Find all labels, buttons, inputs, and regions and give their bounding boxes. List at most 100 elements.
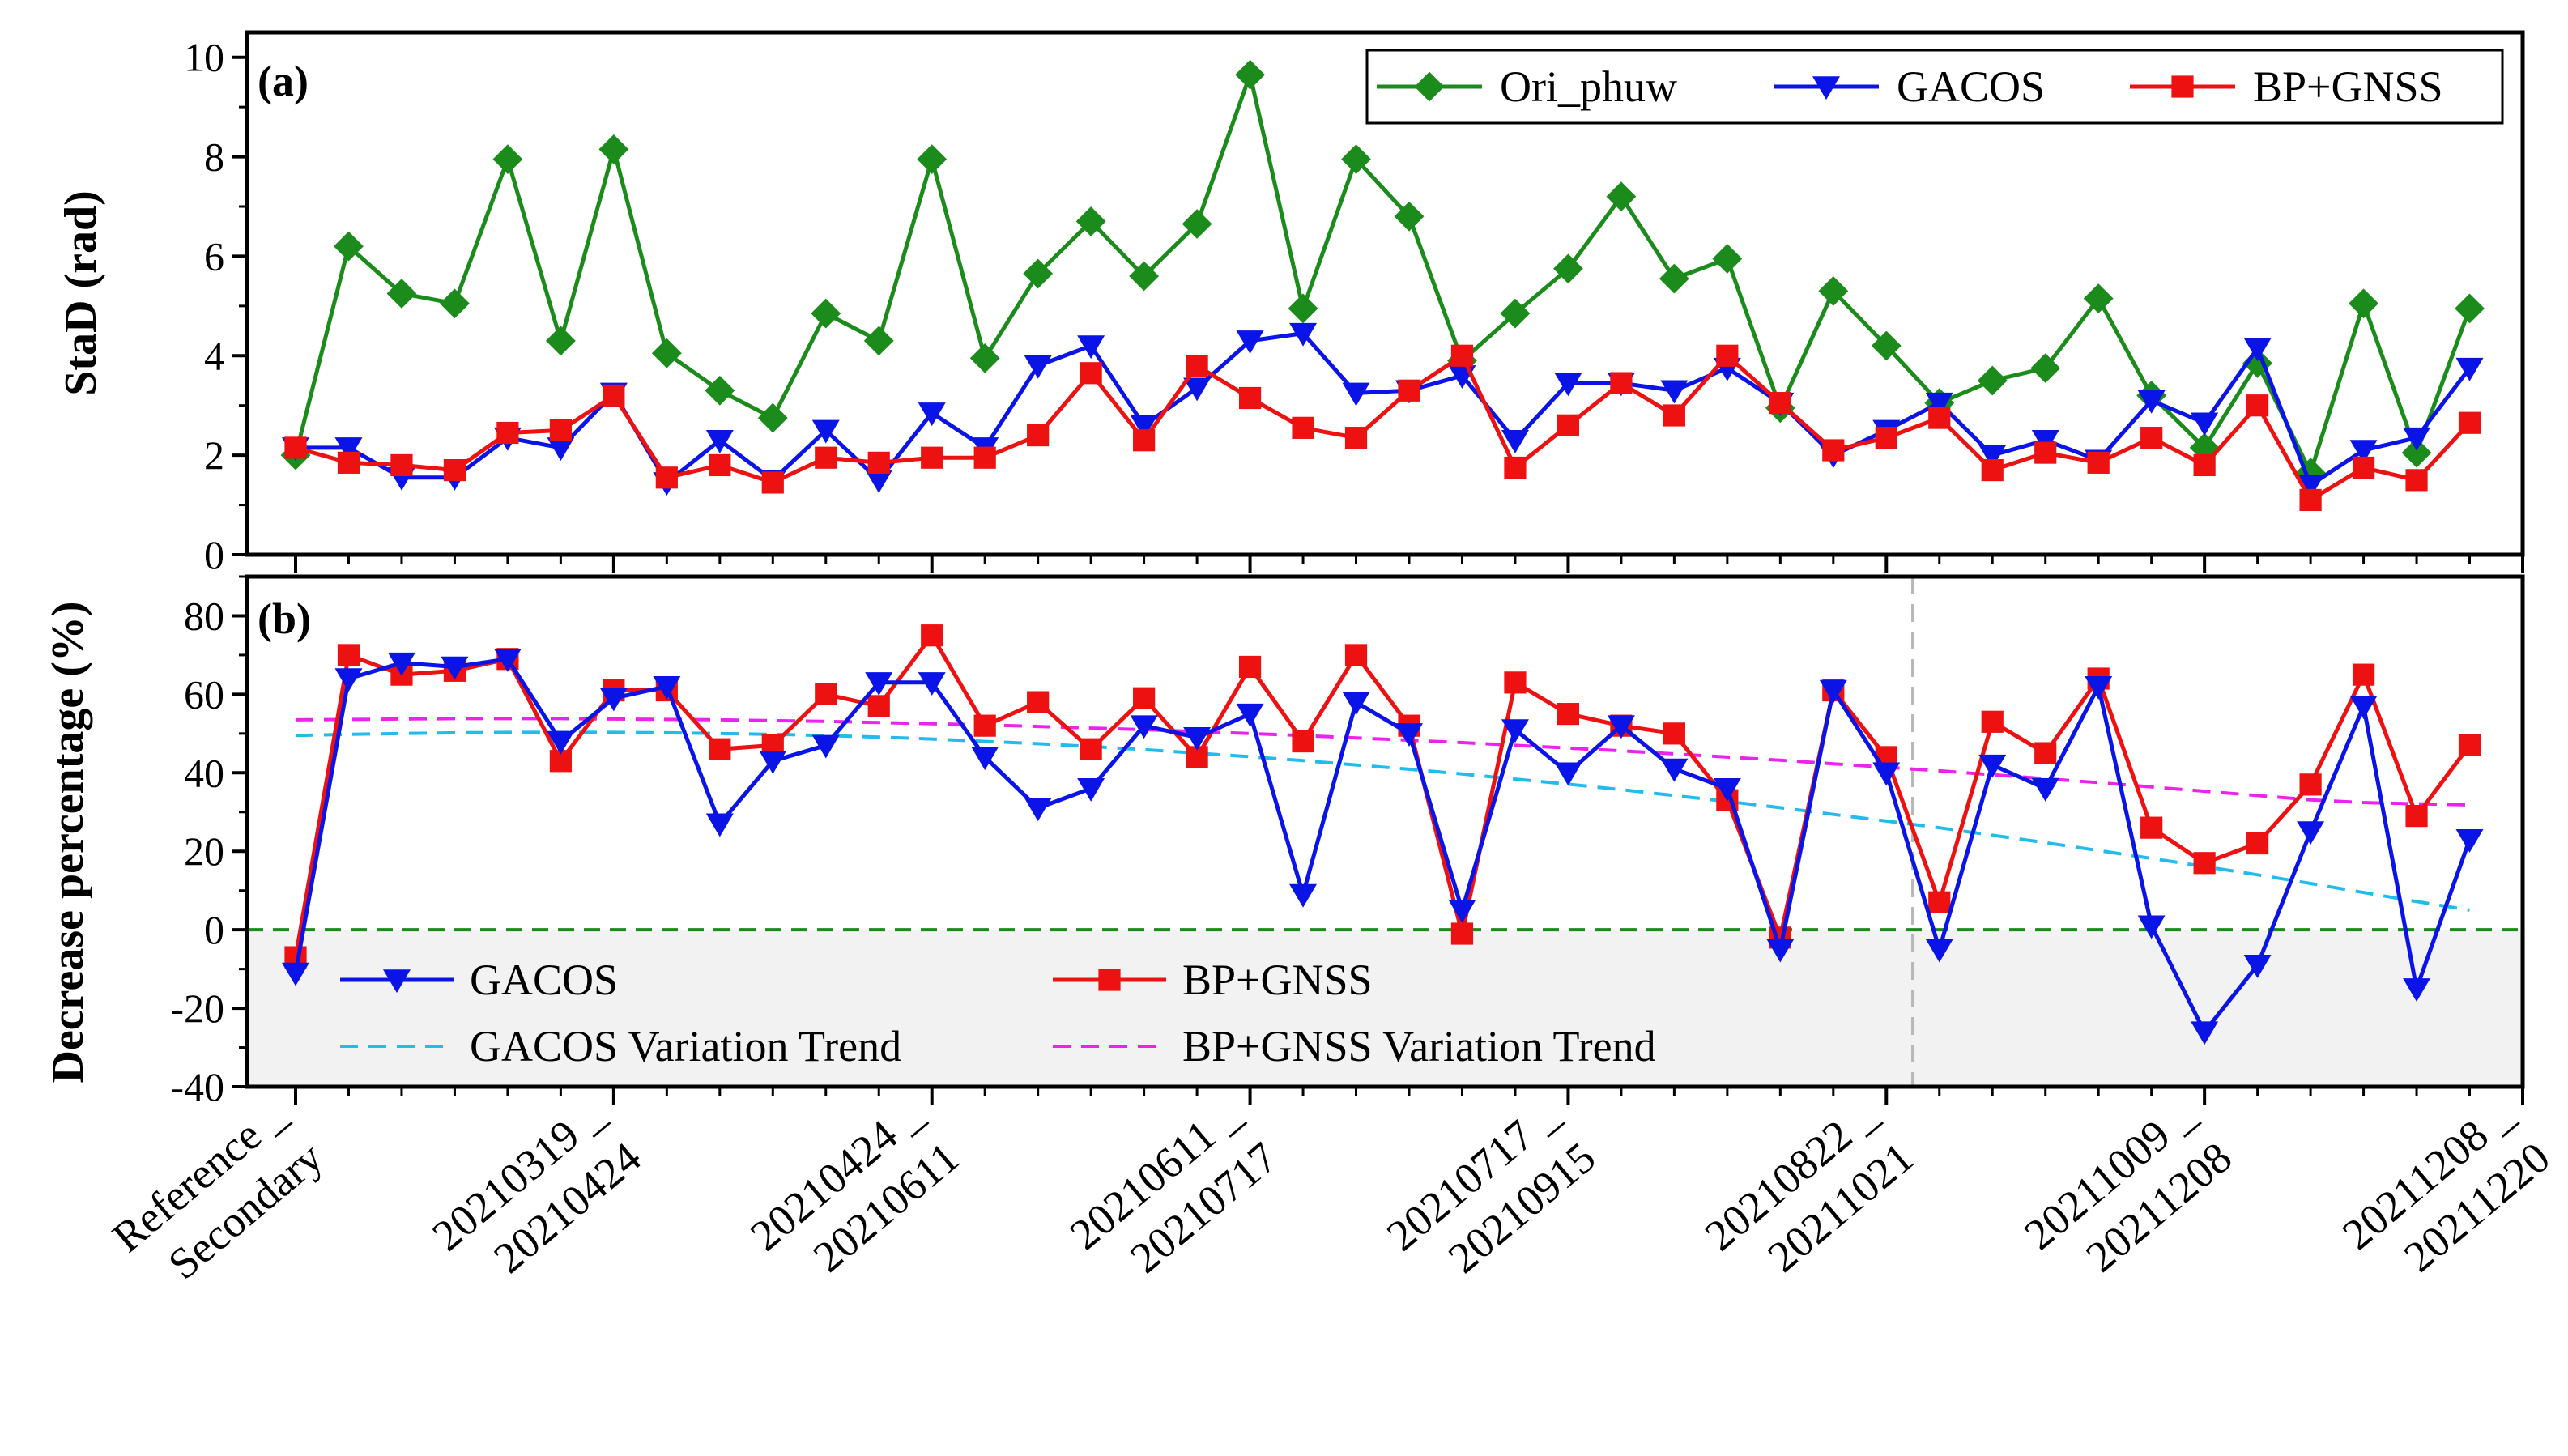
a-ori-phuw-point [969, 343, 1000, 373]
a-bp-gnss-point [2193, 453, 2216, 477]
a-ori-phuw-point [386, 279, 417, 309]
a-ori-phuw-point [705, 375, 735, 406]
a-bp-gnss-point [761, 471, 784, 494]
b-bp-gnss-point [1344, 644, 1368, 666]
a-bp-gnss-point [603, 384, 625, 407]
x-label-group: 20210717 _20210915 [1378, 1089, 1604, 1283]
legend-b-bp-gnss-variation-trend-label: BP+GNSS Variation Trend [1182, 1022, 1656, 1071]
a-ori-phuw-point [440, 288, 470, 319]
b-bp-gnss-point [1080, 738, 1102, 760]
b-gacos-point [705, 813, 734, 837]
a-bp-gnss-point [390, 453, 413, 477]
b-bp-gnss-point [921, 624, 943, 647]
b-gacos-point [1872, 762, 1901, 786]
b-gacos-point [2137, 915, 2166, 939]
b-bp-gnss-point [2458, 734, 2481, 756]
b-bp-gnss-point [1928, 891, 1951, 913]
a-bp-gnss-point [709, 453, 731, 477]
a-ori-phuw-point [1394, 201, 1425, 232]
a-gacos-point [705, 429, 734, 453]
a-bp-gnss-point [1875, 427, 1897, 449]
b-gacos-point [2191, 1021, 2219, 1045]
b-bp-gnss-point [2405, 805, 2428, 828]
a-tick-label: 0 [204, 532, 224, 577]
a-bp-gnss-point [2405, 469, 2428, 492]
a-ori-phuw-point [598, 134, 629, 164]
panel-a: 0 2 4 6 8 10 (a) StaD (rad) Ori_phuw GACOS BP+G… [56, 30, 2525, 577]
x-label-group: 20210424 _20210611 [741, 1089, 968, 1282]
a-gacos-point [1554, 373, 1582, 397]
b-tick-label: 0 [204, 907, 224, 952]
a-ori-phuw-point [492, 144, 523, 175]
legend-b-gacos-variation-trend-label: GACOS Variation Trend [470, 1022, 901, 1071]
a-bp-gnss-point [2352, 456, 2375, 479]
b-bp-gnss-point [1450, 922, 1474, 945]
b-gacos-point [653, 675, 681, 700]
b-gacos-point [918, 672, 946, 696]
b-bp-gnss-point [1238, 655, 1262, 679]
b-bp-gnss-point [1504, 671, 1527, 694]
a-bp-gnss-point [2246, 394, 2269, 417]
negative-region-shade [247, 930, 2523, 1087]
b-gacos-point [1236, 703, 1264, 727]
a-ori-phuw-point [1288, 293, 1318, 324]
a-bp-gnss-point [1450, 344, 1474, 367]
b-gacos-point [1183, 726, 1212, 751]
a-ori-phuw-point [1606, 181, 1637, 212]
a-bp-gnss-point [337, 451, 360, 474]
b-bp-gnss-point [337, 644, 360, 666]
b-gacos-point [1819, 679, 1847, 704]
a-bp-gnss-point [1027, 424, 1050, 447]
b-gacos-point [2455, 828, 2484, 853]
b-bp-gnss-point [867, 695, 890, 717]
a-ori-phuw-point [1659, 263, 1689, 294]
b-gacos-point [971, 747, 999, 771]
b-gacos-point [387, 652, 415, 676]
b-bp-gnss-point [1027, 691, 1050, 713]
b-gacos-point [865, 672, 893, 696]
a-bp-gnss-point [1133, 429, 1156, 452]
b-gacos-point [1077, 777, 1105, 802]
b-gacos-variation-trend-line [295, 730, 2470, 912]
a-ori-phuw-point [1075, 206, 1106, 236]
a-ori-phuw-point [334, 231, 364, 262]
panel-a-legend: Ori_phuw GACOS BP+GNSS [1365, 49, 2504, 125]
a-bp-gnss-point [1238, 386, 1262, 410]
legend-a-ori-phuw-marker [1414, 71, 1445, 102]
a-bp-gnss-point [1080, 362, 1102, 385]
a-gacos-point [1236, 330, 1264, 355]
a-ori-phuw-point [2083, 283, 2114, 314]
a-ori-phuw-point [1341, 144, 1371, 175]
a-bp-gnss-point [2087, 451, 2110, 474]
a-tick-label: 8 [204, 134, 224, 180]
a-tick-label: 4 [204, 333, 224, 378]
a-ori-phuw-point [757, 402, 788, 433]
b-gacos-point [547, 730, 575, 755]
a-bp-gnss-point [1186, 354, 1208, 377]
b-gacos-point [2085, 675, 2113, 700]
b-gacos-point [2349, 696, 2378, 720]
b-gacos-point [1925, 939, 1953, 963]
a-bp-gnss-point [973, 446, 996, 469]
a-gacos-point [1289, 322, 1318, 347]
a-bp-gnss-point [1716, 344, 1739, 367]
b-tick-label: 80 [184, 593, 224, 638]
panel-a-frame [245, 30, 2525, 557]
legend-b-bp-gnss-label: BP+GNSS [1182, 956, 1373, 1004]
a-ori-phuw-point [2455, 293, 2485, 324]
b-bp-gnss-point [1663, 722, 1685, 745]
a-bp-gnss-point [443, 458, 466, 482]
b-tick-label: 40 [184, 750, 224, 795]
b-gacos-point [1501, 719, 1529, 743]
panel-b-frame [245, 574, 2525, 1089]
x-axis-ticks [294, 555, 2524, 1105]
a-bp-gnss-point [1769, 392, 1791, 415]
b-gacos-point [441, 656, 469, 680]
a-bp-gnss-point [921, 446, 943, 469]
legend-a-ori-phuw-label: Ori_phuw [1500, 62, 1677, 111]
b-gacos-point [1766, 939, 1795, 963]
b-bp-gnss-point [2299, 773, 2322, 796]
a-bp-gnss-point [2034, 441, 2057, 464]
b-gacos-point [2403, 978, 2431, 1002]
